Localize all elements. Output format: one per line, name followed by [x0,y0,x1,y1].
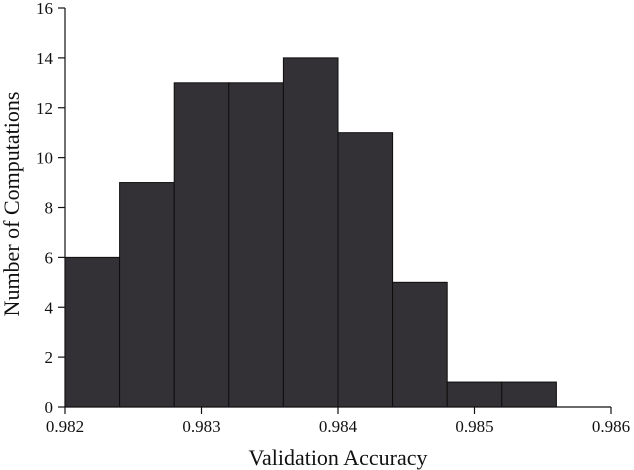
x-tick-label: 0.984 [319,417,358,436]
histogram-bar [119,182,175,408]
histogram-bar [337,132,394,408]
x-tick-label: 0.985 [455,417,493,436]
x-tick-label: 0.983 [182,417,220,436]
histogram-bar [392,281,448,408]
y-axis-title: Number of Computations [0,92,24,317]
histogram-bar [501,381,557,408]
histogram-bar [64,256,121,408]
y-tick-label: 4 [45,298,54,317]
y-tick-label: 12 [36,99,53,118]
y-tick-label: 16 [36,0,53,18]
x-axis-title: Validation Accuracy [249,445,428,470]
bars-group [64,57,557,408]
y-tick-label: 14 [36,49,54,68]
x-tick-label: 0.982 [46,417,84,436]
histogram-bar [446,381,503,408]
y-tick-label: 0 [45,398,54,417]
y-tick-label: 10 [36,149,53,168]
y-tick-label: 6 [45,248,54,267]
y-tick-label: 8 [45,199,54,218]
y-tick-label: 2 [45,348,54,367]
x-tick-label: 0.986 [592,417,630,436]
histogram-bar [282,57,339,408]
histogram-bar [228,82,284,408]
axes-group: 0 2 4 6 8 10 12 14 16 0.982 0.983 0.984 0.985 0.986 [36,0,630,436]
histogram-bar [173,82,230,408]
